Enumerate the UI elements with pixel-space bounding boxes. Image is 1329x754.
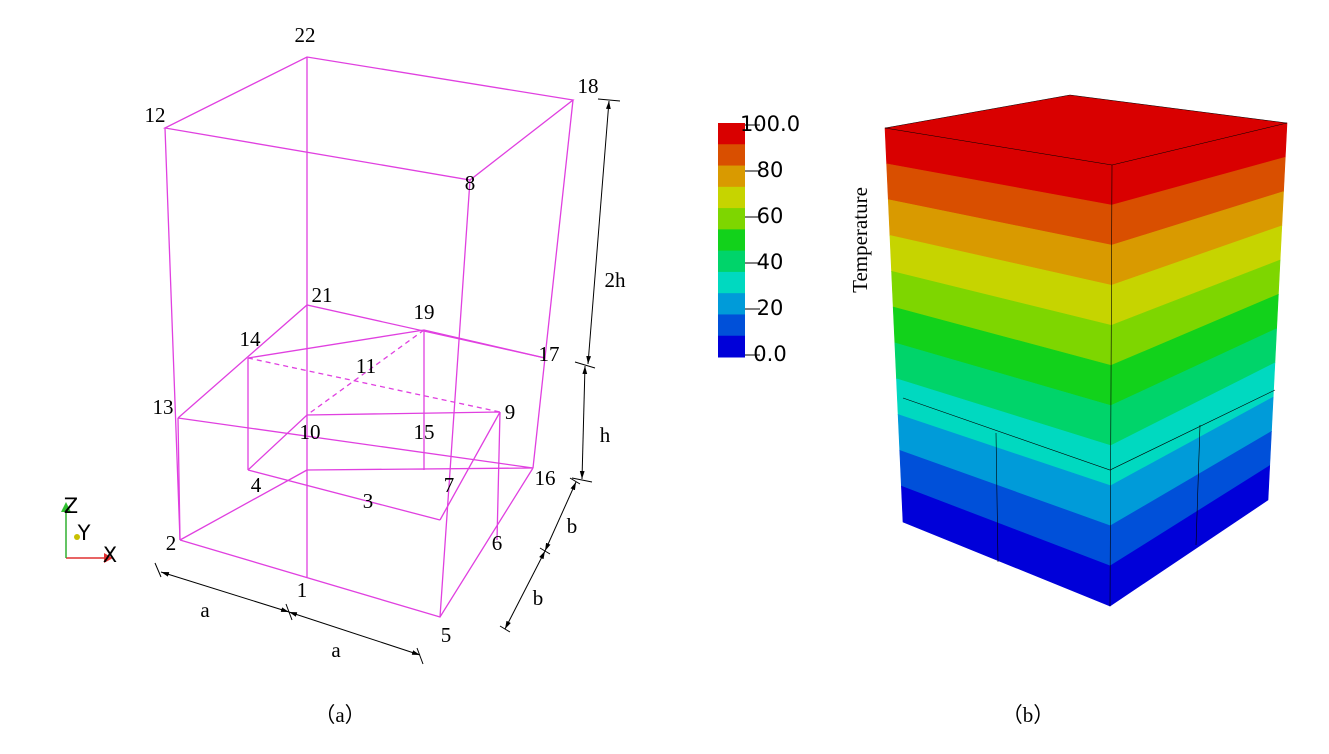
axis-label: Z: [64, 494, 78, 518]
color-swatch: [718, 186, 745, 209]
colorbar-title: Temperature: [848, 187, 872, 293]
axis-label: Y: [77, 521, 91, 545]
dimension-label: b: [567, 514, 578, 538]
axis-label: X: [103, 543, 117, 567]
dimension-label: a: [200, 598, 210, 622]
node-label: 14: [240, 327, 262, 351]
node-label: 1: [297, 578, 308, 602]
node-label: 5: [441, 623, 452, 647]
node-label: 22: [295, 23, 316, 47]
tick-label: 20: [757, 296, 784, 320]
node-label: 4: [251, 473, 262, 497]
colorbar: 100.0 80 60 40 20 0.0 Temperature: [718, 112, 872, 366]
color-swatch: [718, 208, 745, 230]
tick-label: 60: [757, 204, 784, 228]
tick-label: 40: [757, 250, 784, 274]
temperature-box: [884, 94, 1288, 607]
tick-label: 100.0: [740, 112, 800, 136]
color-swatch: [718, 271, 745, 294]
caption: （a）: [314, 703, 365, 727]
top-face: [884, 94, 1288, 166]
wireframe: [162, 56, 575, 618]
caption: （b）: [1002, 703, 1055, 727]
node-label: 17: [539, 342, 560, 366]
node-label: 19: [414, 300, 435, 324]
color-swatch: [718, 123, 745, 145]
node-label: 11: [356, 354, 376, 378]
dimension-label: h: [600, 423, 611, 447]
color-swatch: [718, 314, 745, 337]
dimension-label: b: [533, 586, 544, 610]
dimension-label: a: [331, 638, 341, 662]
node-label: 8: [465, 171, 476, 195]
color-swatch: [718, 250, 745, 273]
dimension-lines: [154, 98, 621, 665]
node-label: 21: [312, 283, 333, 307]
axis-triad: [61, 502, 113, 563]
color-swatch: [718, 293, 745, 315]
node-label: 7: [444, 473, 455, 497]
tick-label: 80: [757, 158, 784, 182]
node-label: 15: [414, 420, 435, 444]
color-swatch: [718, 144, 745, 167]
node-label: 6: [492, 531, 503, 555]
node-label: 2: [166, 531, 177, 555]
node-label: 18: [578, 74, 599, 98]
node-label: 16: [535, 466, 556, 490]
color-swatch: [718, 165, 745, 188]
node-label: 3: [363, 489, 374, 513]
color-swatch: [718, 229, 745, 252]
color-swatch: [718, 335, 745, 358]
node-label: 9: [505, 400, 516, 424]
dimension-label: 2h: [605, 268, 627, 292]
node-label: 12: [145, 103, 166, 127]
node-label: 10: [300, 420, 321, 444]
node-label: 13: [153, 395, 174, 419]
box-edges: [902, 164, 1276, 607]
tick-label: 0.0: [753, 342, 786, 366]
